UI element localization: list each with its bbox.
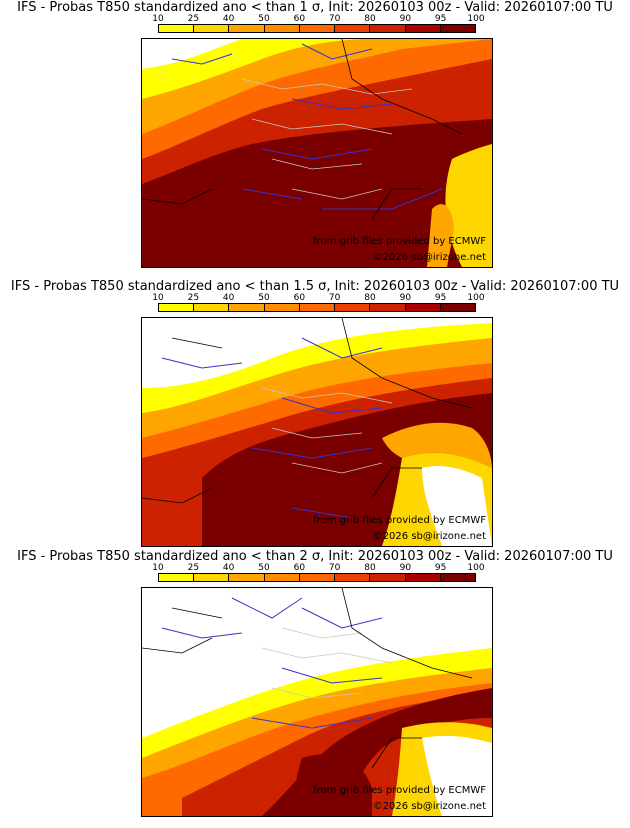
colorbar bbox=[158, 573, 476, 582]
colorbar-segment bbox=[335, 304, 371, 311]
colorbar-segment bbox=[264, 25, 300, 32]
colorbar-segment bbox=[299, 574, 336, 581]
colorbar-tick-label: 25 bbox=[187, 14, 200, 24]
colorbar-tick-label: 50 bbox=[258, 563, 270, 573]
colorbar-tick-label: 100 bbox=[467, 14, 485, 24]
colorbar-segment bbox=[229, 574, 265, 581]
data-source-credit: from grib files provided by ECMWF bbox=[313, 236, 486, 247]
colorbar-segment bbox=[335, 574, 371, 581]
colorbar-segment bbox=[194, 574, 230, 581]
colorbar-tick-label: 95 bbox=[434, 14, 447, 24]
colorbar-ticks: 10 25 40 50 60 70 80 90 95 100 bbox=[152, 563, 484, 573]
colorbar-segment bbox=[405, 574, 441, 581]
colorbar-tick-label: 95 bbox=[434, 293, 447, 303]
colorbar-segment bbox=[370, 304, 406, 311]
colorbar-segment bbox=[299, 304, 336, 311]
probability-map: from grib files provided by ECMWF ©2026 … bbox=[141, 317, 493, 547]
map-panel-2: IFS - Probas T850 standardized ano < tha… bbox=[0, 279, 630, 549]
panel-title: IFS - Probas T850 standardized ano < tha… bbox=[10, 279, 620, 294]
colorbar-tick-label: 80 bbox=[364, 293, 376, 303]
colorbar-tick-label: 50 bbox=[258, 293, 270, 303]
colorbar-tick-label: 40 bbox=[222, 14, 235, 24]
colorbar-segment bbox=[229, 304, 265, 311]
colorbar-segment bbox=[335, 25, 371, 32]
colorbar-tick-label: 60 bbox=[293, 563, 306, 573]
colorbar-segment bbox=[194, 25, 230, 32]
data-source-credit: from grib files provided by ECMWF bbox=[313, 785, 486, 796]
colorbar-segment bbox=[194, 304, 230, 311]
colorbar-tick-label: 90 bbox=[399, 14, 412, 24]
colorbar-tick-label: 40 bbox=[222, 563, 235, 573]
probability-map: from grib files provided by ECMWF ©2026 … bbox=[141, 587, 493, 817]
colorbar-tick-label: 25 bbox=[187, 293, 200, 303]
colorbar-tick-label: 90 bbox=[399, 293, 412, 303]
colorbar-tick-label: 10 bbox=[152, 563, 164, 573]
colorbar-segment bbox=[440, 304, 475, 311]
colorbar-tick-label: 40 bbox=[222, 293, 235, 303]
colorbar-tick-label: 10 bbox=[152, 293, 164, 303]
colorbar-segment bbox=[264, 304, 300, 311]
copyright-credit: ©2026 sb@irizone.net bbox=[372, 252, 486, 263]
colorbar-tick-label: 25 bbox=[187, 563, 200, 573]
colorbar-segment bbox=[159, 304, 195, 311]
colorbar-tick-label: 70 bbox=[328, 14, 341, 24]
copyright-credit: ©2026 sb@irizone.net bbox=[372, 801, 486, 812]
map-panel-1: IFS - Probas T850 standardized ano < tha… bbox=[0, 0, 630, 270]
colorbar-segment bbox=[440, 574, 475, 581]
colorbar-segment bbox=[159, 25, 195, 32]
panel-title: IFS - Probas T850 standardized ano < tha… bbox=[17, 0, 613, 15]
colorbar-tick-label: 95 bbox=[434, 563, 447, 573]
colorbar-segment bbox=[370, 25, 406, 32]
colorbar-segment bbox=[299, 25, 336, 32]
colorbar-segment bbox=[405, 304, 441, 311]
colorbar bbox=[158, 24, 476, 33]
data-source-credit: from grib files provided by ECMWF bbox=[313, 515, 486, 526]
colorbar-tick-label: 50 bbox=[258, 14, 270, 24]
colorbar-tick-label: 70 bbox=[328, 293, 341, 303]
colorbar-segment bbox=[440, 25, 475, 32]
colorbar-segment bbox=[159, 574, 195, 581]
copyright-credit: ©2026 sb@irizone.net bbox=[372, 531, 486, 542]
colorbar-tick-label: 80 bbox=[364, 563, 376, 573]
colorbar-tick-label: 100 bbox=[467, 563, 485, 573]
colorbar-tick-label: 70 bbox=[328, 563, 341, 573]
colorbar-ticks: 10 25 40 50 60 70 80 90 95 100 bbox=[152, 14, 484, 24]
colorbar-segment bbox=[264, 574, 300, 581]
panel-title: IFS - Probas T850 standardized ano < tha… bbox=[17, 549, 613, 564]
colorbar-tick-label: 100 bbox=[467, 293, 485, 303]
probability-map: from grib files provided by ECMWF ©2026 … bbox=[141, 38, 493, 268]
colorbar-tick-label: 60 bbox=[293, 14, 306, 24]
colorbar-tick-label: 60 bbox=[293, 293, 306, 303]
colorbar-segment bbox=[405, 25, 441, 32]
colorbar-segment bbox=[370, 574, 406, 581]
colorbar-tick-label: 10 bbox=[152, 14, 164, 24]
colorbar-tick-label: 90 bbox=[399, 563, 412, 573]
colorbar-tick-label: 80 bbox=[364, 14, 376, 24]
map-panel-3: IFS - Probas T850 standardized ano < tha… bbox=[0, 549, 630, 819]
colorbar-segment bbox=[229, 25, 265, 32]
colorbar bbox=[158, 303, 476, 312]
colorbar-ticks: 10 25 40 50 60 70 80 90 95 100 bbox=[152, 293, 484, 303]
